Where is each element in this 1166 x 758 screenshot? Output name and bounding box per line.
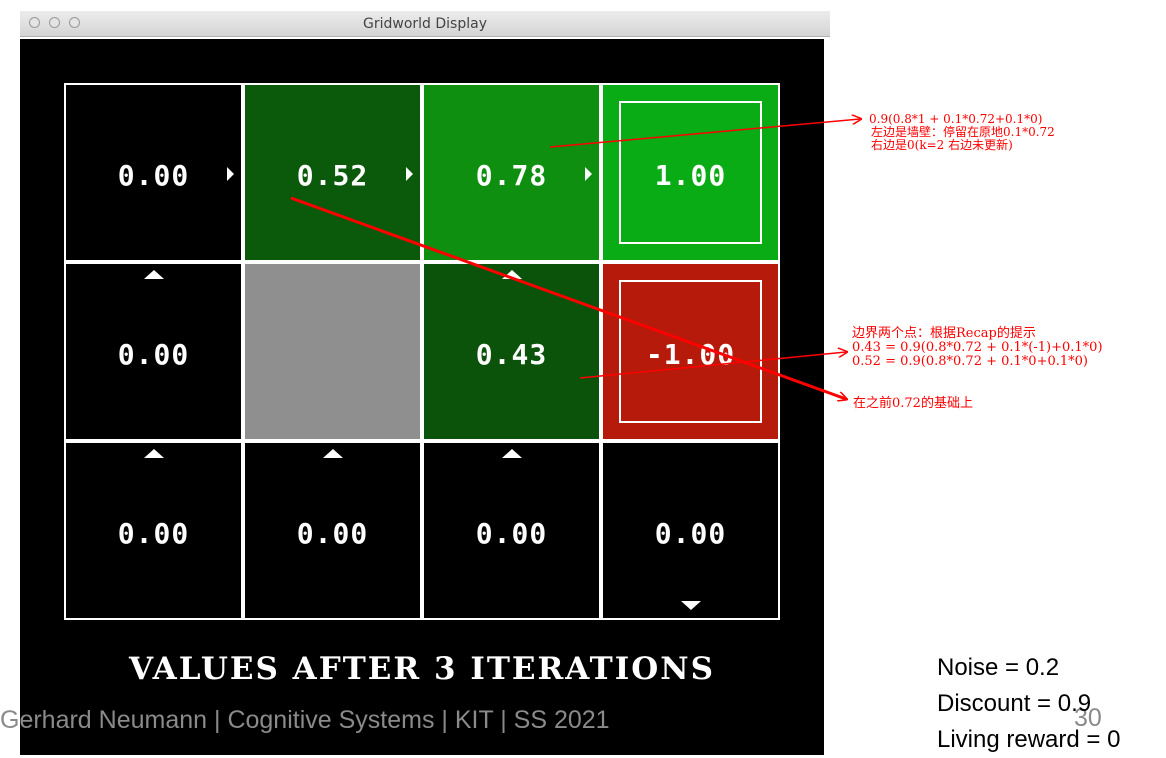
annotation-arrow-middle [579, 352, 846, 379]
annotation-line: 边界两个点：根据Recap的提示 [852, 326, 1036, 341]
grid-cell-r1c1-wall [243, 262, 422, 441]
grid-cell-r2c0: 0.00 [64, 441, 243, 620]
grid-cell-r0c1: 0.52 [243, 83, 422, 262]
cell-value: 0.00 [296, 517, 369, 550]
close-window-button[interactable] [29, 17, 40, 28]
grid-cell-r0c0: 0.00 [64, 83, 243, 262]
gridworld-canvas: 0.00 0.52 0.78 1.00 0.00 [20, 39, 824, 755]
arrow-up-icon [323, 449, 343, 458]
annotation-line: 0.9(0.8*1 + 0.1*0.72+0.1*0) [869, 112, 1043, 126]
cell-value: 0.00 [654, 517, 727, 550]
arrow-up-icon [502, 270, 522, 279]
grid-cell-r0c3-terminal: 1.00 [601, 83, 780, 262]
arrow-down-icon [681, 601, 701, 610]
grid-cell-r2c1: 0.00 [243, 441, 422, 620]
cell-value: 0.00 [117, 517, 190, 550]
annotation-arrow-top [549, 119, 860, 148]
arrow-up-icon [502, 449, 522, 458]
title-bar[interactable]: Gridworld Display [20, 11, 830, 37]
value-grid: 0.00 0.52 0.78 1.00 0.00 [64, 83, 780, 620]
terminal-box [619, 280, 762, 423]
discount-param: Discount = 0.9 [937, 690, 1092, 717]
cell-value: 0.43 [475, 338, 548, 371]
parameters-block: Noise = 0.2 Discount = 0.9 Living reward… [937, 650, 1120, 758]
annotation-line: 左边是墙壁：停留在原地0.1*0.72 [871, 125, 1055, 139]
annotation-line: 0.52 = 0.9(0.8*0.72 + 0.1*0+0.1*0) [852, 354, 1088, 369]
iteration-caption: VALUES AFTER 3 ITERATIONS [129, 651, 715, 687]
noise-param: Noise = 0.2 [937, 654, 1060, 681]
cell-value: 0.00 [117, 338, 190, 371]
slide-footer: Gerhard Neumann | Cognitive Systems | KI… [0, 706, 610, 734]
living-reward-param: Living reward = 0 [937, 726, 1121, 753]
terminal-box [619, 101, 762, 244]
annotation-middle-right: 边界两个点：根据Recap的提示 0.43 = 0.9(0.8*0.72 + 0… [852, 327, 1103, 369]
grid-cell-r1c0: 0.00 [64, 262, 243, 441]
grid-cell-r2c2: 0.00 [422, 441, 601, 620]
annotation-line: 右边是0(k=2 右边未更新) [871, 138, 1013, 152]
annotation-arrow-long [290, 196, 846, 399]
grid-cell-r1c3-terminal: -1.00 [601, 262, 780, 441]
grid-cell-r2c3: 0.00 [601, 441, 780, 620]
zoom-window-button[interactable] [69, 17, 80, 28]
cell-value: 0.00 [117, 159, 190, 192]
minimize-window-button[interactable] [49, 17, 60, 28]
cell-value: 0.52 [296, 159, 369, 192]
arrow-right-icon [227, 167, 234, 181]
arrow-up-icon [144, 270, 164, 279]
cell-value: 0.00 [475, 517, 548, 550]
annotation-top-right: 0.9(0.8*1 + 0.1*0.72+0.1*0) 左边是墙壁：停留在原地0… [869, 113, 1055, 152]
arrow-right-icon [585, 167, 592, 181]
arrow-right-icon [406, 167, 413, 181]
arrow-up-icon [144, 449, 164, 458]
gridworld-window: Gridworld Display 0.00 0.52 0.78 1.00 [20, 11, 830, 755]
grid-cell-r0c2: 0.78 [422, 83, 601, 262]
page-number: 30 [1074, 704, 1102, 732]
cell-value: 1.00 [654, 159, 727, 192]
window-title: Gridworld Display [363, 16, 487, 32]
annotation-bottom-right: 在之前0.72的基础上 [853, 396, 973, 411]
cell-value: 0.78 [475, 159, 548, 192]
grid-cell-r1c2: 0.43 [422, 262, 601, 441]
annotation-line: 0.43 = 0.9(0.8*0.72 + 0.1*(-1)+0.1*0) [852, 340, 1103, 355]
